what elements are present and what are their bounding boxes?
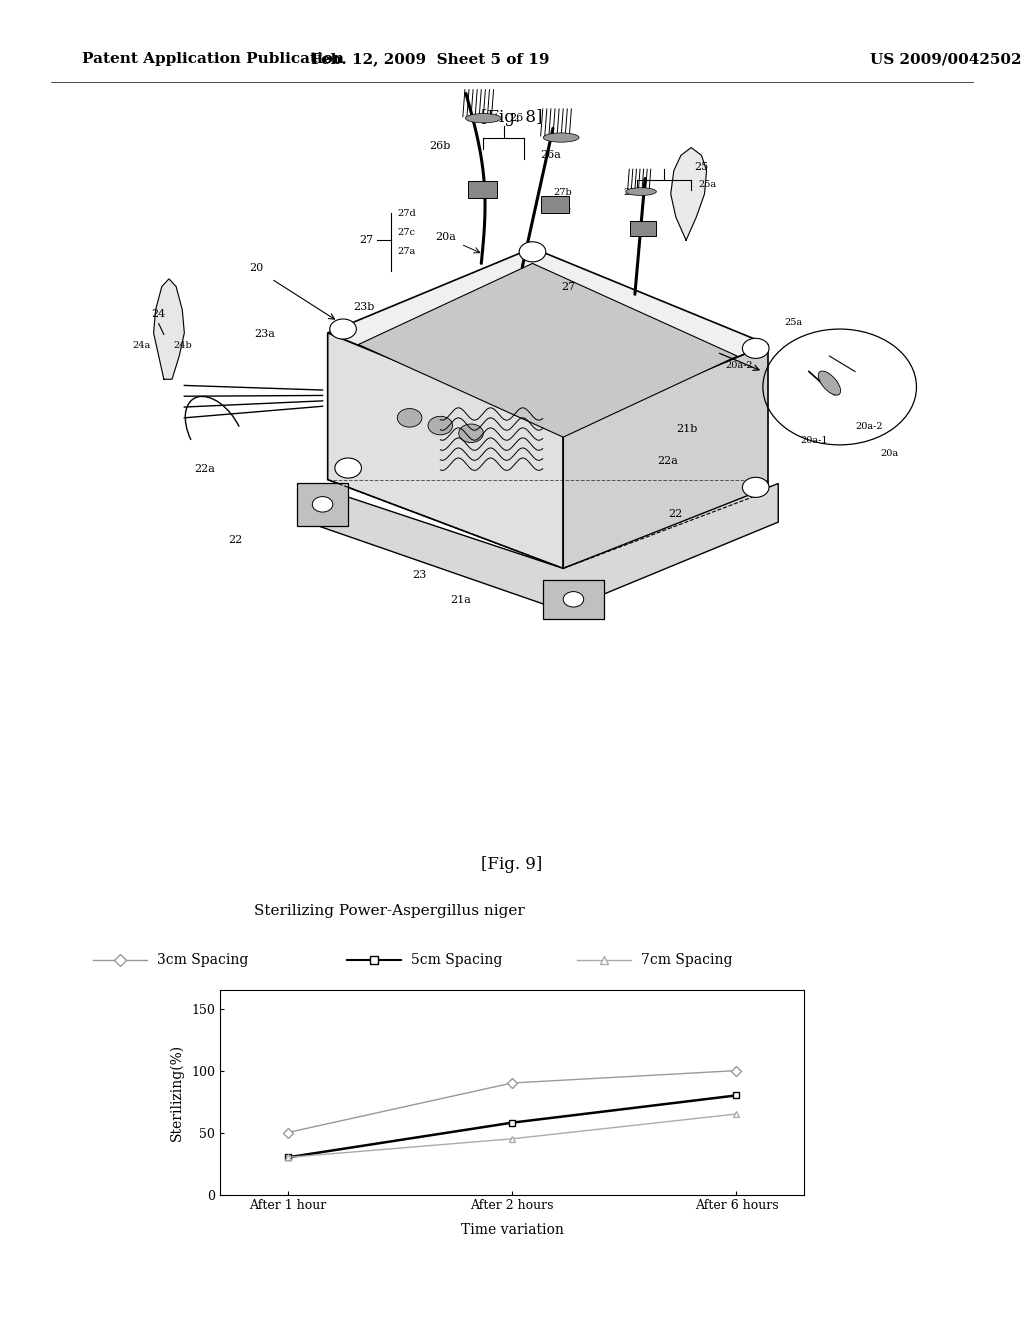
Text: 24: 24 <box>152 309 166 319</box>
Text: 20a-2: 20a-2 <box>725 360 753 370</box>
Text: Patent Application Publication: Patent Application Publication <box>82 53 344 66</box>
Text: 3cm Spacing: 3cm Spacing <box>158 953 249 968</box>
Text: 27: 27 <box>359 235 374 246</box>
Text: 20a: 20a <box>881 449 899 458</box>
Text: 25a: 25a <box>784 318 803 327</box>
Y-axis label: Sterilizing(%): Sterilizing(%) <box>170 1044 184 1140</box>
Text: 26b: 26b <box>430 141 451 150</box>
Text: 27c: 27c <box>397 228 416 238</box>
Polygon shape <box>671 148 707 240</box>
Polygon shape <box>543 579 604 619</box>
Polygon shape <box>328 248 768 429</box>
Circle shape <box>397 409 422 428</box>
Text: 25: 25 <box>694 162 709 172</box>
Text: 27a: 27a <box>397 247 416 256</box>
Text: Feb. 12, 2009  Sheet 5 of 19: Feb. 12, 2009 Sheet 5 of 19 <box>311 53 549 66</box>
Text: 27d: 27d <box>397 209 416 218</box>
Text: 25a: 25a <box>698 180 717 189</box>
Text: 20a-2: 20a-2 <box>855 422 883 432</box>
Text: 22a: 22a <box>657 457 678 466</box>
Text: Sterilizing Power-Aspergillus niger: Sterilizing Power-Aspergillus niger <box>254 904 524 917</box>
Text: [Fig. 9]: [Fig. 9] <box>481 857 543 873</box>
Ellipse shape <box>818 371 841 395</box>
Text: 25b: 25b <box>624 187 642 197</box>
Circle shape <box>312 496 333 512</box>
Text: 22a: 22a <box>195 463 215 474</box>
Text: 20a: 20a <box>435 232 456 243</box>
Polygon shape <box>328 333 563 569</box>
Circle shape <box>330 319 356 339</box>
Text: 23b: 23b <box>353 302 374 312</box>
Text: 27: 27 <box>561 282 575 293</box>
Circle shape <box>519 242 546 261</box>
Text: 26a: 26a <box>541 150 561 160</box>
Text: 21b: 21b <box>676 424 697 434</box>
Text: 20: 20 <box>249 263 263 273</box>
Ellipse shape <box>544 133 580 143</box>
Circle shape <box>459 424 483 442</box>
Text: 27c: 27c <box>553 206 571 215</box>
Text: 26: 26 <box>509 114 523 123</box>
Circle shape <box>428 416 453 434</box>
Bar <box>630 220 656 236</box>
Text: 24b: 24b <box>173 342 191 350</box>
Text: 23a: 23a <box>254 329 274 339</box>
Text: 21a: 21a <box>451 595 471 605</box>
Polygon shape <box>297 483 348 525</box>
Text: 5cm Spacing: 5cm Spacing <box>411 953 502 968</box>
Text: 22: 22 <box>228 535 243 545</box>
Text: 24a: 24a <box>132 342 151 350</box>
Circle shape <box>742 338 769 359</box>
Polygon shape <box>307 483 778 611</box>
Text: 20a-1: 20a-1 <box>801 436 827 445</box>
Bar <box>541 197 569 214</box>
Text: 7cm Spacing: 7cm Spacing <box>641 953 732 968</box>
Ellipse shape <box>626 187 656 195</box>
Circle shape <box>742 478 769 498</box>
Ellipse shape <box>465 114 502 123</box>
Text: US 2009/0042502 A1: US 2009/0042502 A1 <box>870 53 1024 66</box>
Text: 23: 23 <box>413 570 427 581</box>
Circle shape <box>335 458 361 478</box>
Bar <box>468 181 497 198</box>
Text: Time variation: Time variation <box>461 1224 563 1237</box>
Text: [Fig. 8]: [Fig. 8] <box>481 110 543 125</box>
Polygon shape <box>563 345 768 569</box>
Text: 27b: 27b <box>553 187 571 197</box>
Polygon shape <box>358 264 737 437</box>
Circle shape <box>563 591 584 607</box>
Polygon shape <box>154 279 184 379</box>
Text: 22: 22 <box>669 508 683 519</box>
